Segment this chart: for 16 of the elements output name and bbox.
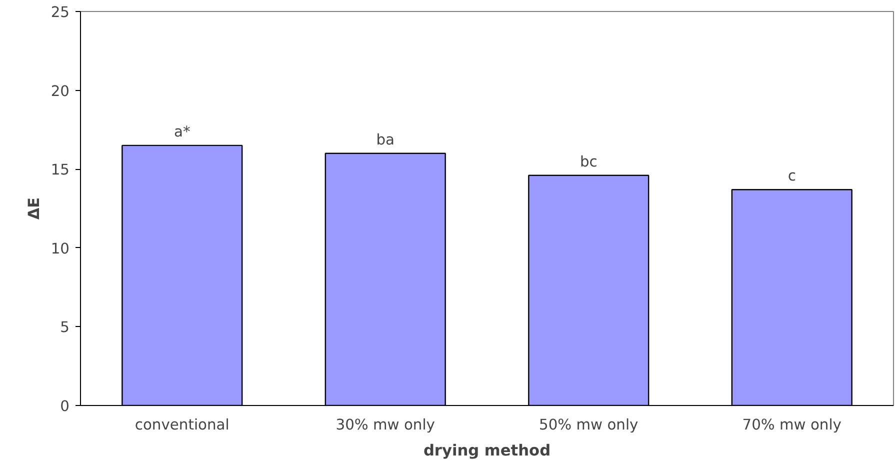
annotation: bc <box>580 153 598 170</box>
annotation: c <box>788 168 796 185</box>
y-tick-label: 0 <box>60 398 70 415</box>
y-axis-title: ΔE <box>24 197 43 220</box>
x-tick-label: conventional <box>134 416 230 434</box>
annotation: ba <box>376 131 395 148</box>
y-tick-label: 10 <box>50 240 70 258</box>
x-axis-title: drying method <box>423 442 551 460</box>
x-tick-label: 50% mw only <box>539 416 639 434</box>
x-tick-label: 30% mw only <box>336 416 436 434</box>
y-tick-label: 20 <box>50 82 70 100</box>
y-tick-label: 15 <box>50 162 70 179</box>
annotation: a* <box>174 123 190 140</box>
y-tick-label: 25 <box>50 4 70 21</box>
x-tick-label: 70% mw only <box>742 416 842 434</box>
y-tick-label: 5 <box>60 319 70 336</box>
